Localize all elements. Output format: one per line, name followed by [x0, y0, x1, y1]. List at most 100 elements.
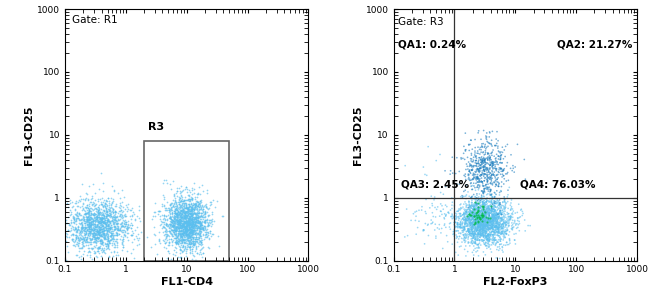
- Point: [90, 215, 101, 220]
- Point: [445, 221, 455, 226]
- Point: [73, 225, 83, 230]
- Point: [463, 216, 473, 221]
- Point: [107, 216, 118, 221]
- Point: [486, 205, 497, 210]
- Point: [184, 218, 194, 223]
- Point: [478, 230, 489, 235]
- Point: [206, 223, 216, 228]
- Point: [506, 206, 516, 211]
- Point: [90, 235, 101, 240]
- Point: [118, 236, 128, 241]
- Point: [476, 208, 487, 213]
- Point: [192, 191, 203, 195]
- Point: [482, 222, 492, 227]
- Point: [198, 188, 209, 193]
- Point: [486, 208, 497, 212]
- Point: [476, 213, 486, 218]
- Point: [84, 238, 95, 242]
- Point: [471, 228, 482, 233]
- Point: [94, 215, 104, 220]
- Point: [189, 231, 200, 236]
- Point: [475, 228, 486, 233]
- Point: [466, 221, 476, 226]
- Point: [484, 226, 494, 231]
- Point: [480, 241, 491, 246]
- Point: [478, 233, 489, 238]
- Point: [92, 216, 102, 221]
- Point: [179, 215, 190, 220]
- Point: [176, 225, 187, 229]
- Point: [493, 211, 503, 216]
- Point: [173, 230, 183, 235]
- Point: [181, 219, 191, 224]
- Point: [488, 215, 498, 220]
- Point: [493, 227, 504, 232]
- Point: [488, 223, 499, 228]
- Point: [187, 257, 198, 262]
- Point: [114, 227, 125, 232]
- Point: [500, 229, 511, 234]
- Point: [479, 228, 489, 233]
- Point: [181, 233, 191, 238]
- Text: Gate: R3: Gate: R3: [398, 17, 444, 27]
- Point: [502, 195, 513, 199]
- Point: [485, 218, 495, 223]
- Point: [486, 142, 497, 147]
- Point: [480, 216, 490, 221]
- Point: [99, 227, 109, 232]
- Point: [159, 215, 170, 220]
- Point: [466, 236, 476, 241]
- Point: [474, 209, 485, 214]
- Point: [497, 172, 508, 177]
- Point: [480, 214, 490, 218]
- Point: [104, 219, 114, 224]
- Point: [172, 206, 183, 211]
- Point: [467, 217, 477, 222]
- Point: [473, 168, 484, 173]
- Point: [475, 225, 486, 230]
- Point: [478, 201, 489, 206]
- Point: [122, 227, 132, 231]
- Point: [62, 228, 73, 233]
- Point: [479, 223, 489, 228]
- Point: [177, 228, 187, 233]
- Point: [490, 228, 501, 232]
- Point: [183, 221, 194, 226]
- Point: [461, 211, 471, 216]
- Point: [123, 218, 133, 223]
- Point: [471, 201, 482, 205]
- Point: [486, 232, 496, 237]
- Point: [181, 210, 191, 215]
- Point: [463, 220, 473, 225]
- Point: [87, 222, 98, 227]
- Point: [176, 239, 186, 244]
- Point: [482, 224, 492, 228]
- Point: [90, 228, 101, 233]
- Point: [103, 245, 113, 249]
- Point: [495, 157, 506, 162]
- Point: [103, 222, 114, 227]
- Point: [458, 151, 469, 156]
- Point: [92, 215, 102, 220]
- Point: [60, 220, 70, 225]
- Point: [496, 232, 506, 237]
- Point: [469, 235, 479, 239]
- Point: [486, 218, 497, 222]
- Point: [496, 231, 506, 236]
- Point: [146, 216, 157, 221]
- Point: [499, 220, 509, 225]
- Point: [474, 205, 484, 210]
- Point: [70, 213, 81, 218]
- Point: [406, 218, 416, 223]
- Point: [182, 221, 192, 226]
- Point: [188, 236, 198, 241]
- Point: [460, 232, 470, 237]
- Point: [482, 215, 493, 220]
- Point: [84, 227, 95, 231]
- Point: [478, 215, 488, 220]
- Point: [197, 242, 207, 247]
- Point: [487, 219, 497, 224]
- Point: [479, 233, 489, 238]
- Point: [183, 212, 193, 217]
- Point: [478, 149, 489, 154]
